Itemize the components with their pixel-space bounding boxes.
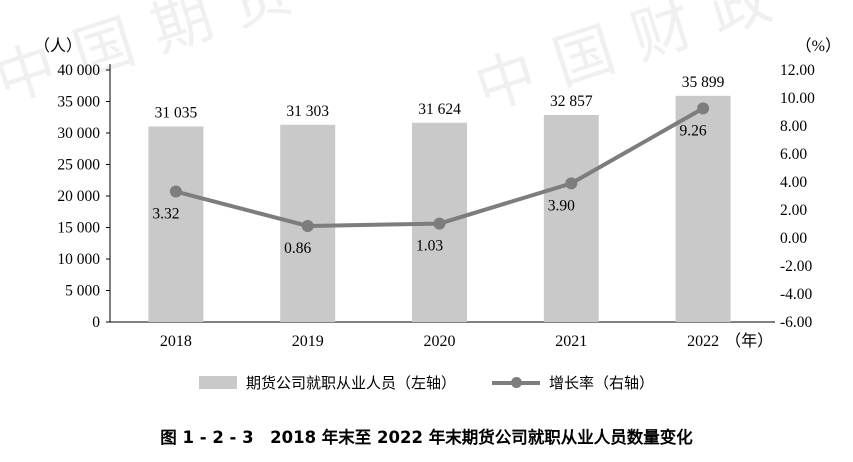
legend-label-line: 增长率（右轴） [549,376,655,392]
line-marker [565,177,578,190]
x-axis-category: 2020 [424,333,456,350]
right-axis-tick: -6.00 [780,314,813,331]
right-axis-tick: 12.00 [780,62,815,79]
legend-item-line: 增长率（右轴） [492,372,654,393]
figure-caption: 图 1 - 2 - 3 2018 年末至 2022 年末期货公司就职从业人员数量… [160,428,693,447]
right-axis-tick: 4.00 [780,174,807,191]
bar-2021 [543,115,599,322]
right-axis-unit-label: （%） [795,38,841,55]
x-axis-category: 2018 [160,333,192,350]
left-axis-tick: 15 000 [57,220,100,237]
right-axis-tick: 2.00 [780,202,807,219]
x-axis-category: 2019 [292,333,324,350]
line-marker-swatch-icon [492,377,540,388]
left-axis-tick: 5 000 [65,283,100,300]
bar-value-label: 31 624 [418,101,461,118]
legend-item-bar: 期货公司就职从业人员（左轴） [198,372,456,393]
x-axis-category: 2022 [687,333,719,350]
bar-swatch-icon [198,376,237,389]
line-marker [169,185,182,198]
right-axis-tick: 8.00 [780,118,807,135]
line-marker [433,217,446,230]
bar-value-label: 31 035 [155,104,198,121]
bar-2018 [148,126,204,323]
right-axis-tick: 6.00 [780,146,807,163]
line-value-label: 3.90 [548,197,575,214]
left-axis-tick: 20 000 [57,188,100,205]
left-axis-tick: 40 000 [57,62,100,79]
bar-2022 [675,95,731,322]
line-value-label: 1.03 [416,238,443,255]
bar-value-label: 31 303 [286,103,329,120]
bar-value-label: 35 899 [682,74,725,91]
line-value-label: 0.86 [284,240,311,257]
combo-chart: 40 000 35 000 30 000 25 000 20 000 15 000 10 0… [57,62,815,350]
line-value-label: 9.26 [680,122,707,139]
left-axis-tick: 35 000 [57,94,100,111]
legend-label-bar: 期货公司就职从业人员（左轴） [245,376,456,392]
right-axis-tick: 0.00 [780,230,807,247]
legend: 期货公司就职从业人员（左轴） 增长率（右轴） [0,372,853,393]
line-marker [697,102,710,115]
line-value-label: 3.32 [152,206,179,223]
line-marker [301,219,314,232]
left-axis-unit-label: （人） [34,38,83,55]
right-axis-tick: 10.00 [780,90,815,107]
right-axis-tick: -4.00 [780,286,813,303]
left-axis-tick: 0 [92,314,100,331]
left-axis-tick: 30 000 [57,125,100,142]
x-axis-category: 2021 [555,333,587,350]
left-axis-tick: 10 000 [57,251,100,268]
right-axis-tick: -2.00 [780,258,813,275]
left-axis-tick: 25 000 [57,157,100,174]
x-axis-unit: （年） [725,332,773,350]
bar-value-label: 32 857 [550,93,593,110]
